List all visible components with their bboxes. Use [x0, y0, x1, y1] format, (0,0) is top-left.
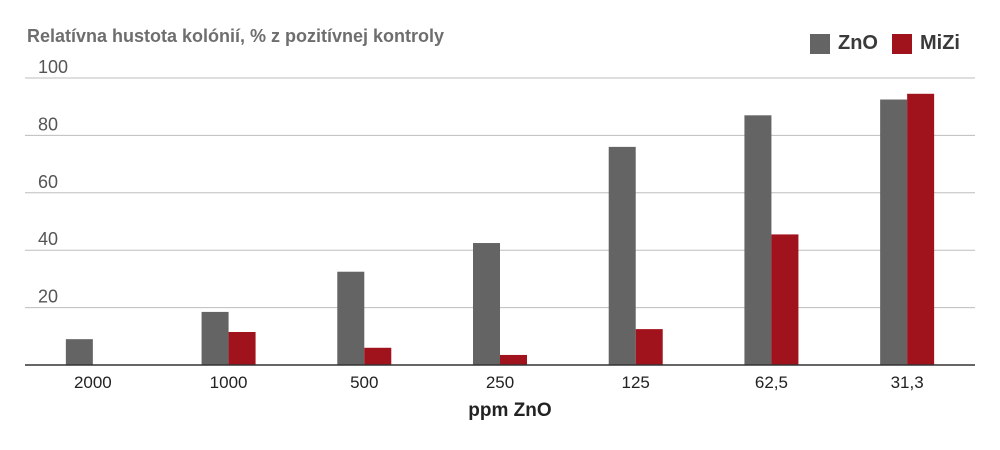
x-tick-label: 1000: [210, 373, 248, 392]
y-tick-label: 40: [38, 229, 58, 249]
legend-label-mizi: MiZi: [920, 32, 960, 54]
x-tick-label: 31,3: [891, 373, 924, 392]
x-tick-label: 250: [486, 373, 514, 392]
x-tick-label: 62,5: [755, 373, 788, 392]
y-axis-label: Relatívna hustota kolónií, % z pozitívne…: [27, 26, 445, 46]
bar-mizi: [907, 93, 935, 365]
bar-zno: [65, 339, 93, 365]
y-tick-label: 100: [38, 57, 68, 77]
bar-mizi: [364, 347, 392, 365]
legend-swatch-zno: [810, 33, 830, 54]
y-tick-label: 20: [38, 287, 58, 307]
x-tick-label: 500: [350, 373, 378, 392]
bar-mizi: [228, 331, 256, 365]
legend: ZnO MiZi: [810, 32, 974, 55]
bar-zno: [201, 311, 229, 365]
x-tick-label: 125: [622, 373, 650, 392]
x-axis-label: ppm ZnO: [468, 400, 552, 421]
legend-item-mizi: MiZi: [892, 32, 960, 55]
legend-label-zno: ZnO: [838, 32, 878, 54]
bar-zno: [880, 99, 908, 366]
y-tick-label: 80: [38, 114, 58, 134]
bar-zno: [744, 115, 772, 365]
y-tick-label: 60: [38, 172, 58, 192]
x-tick-label: 2000: [74, 373, 112, 392]
bar-mizi: [500, 354, 527, 365]
bar-mizi: [771, 234, 799, 365]
bar-mizi: [635, 329, 663, 365]
legend-swatch-mizi: [892, 33, 912, 54]
bar-zno: [473, 243, 500, 365]
bar-zno: [337, 271, 365, 365]
bar-zno: [608, 146, 636, 365]
legend-item-zno: ZnO: [810, 32, 878, 55]
